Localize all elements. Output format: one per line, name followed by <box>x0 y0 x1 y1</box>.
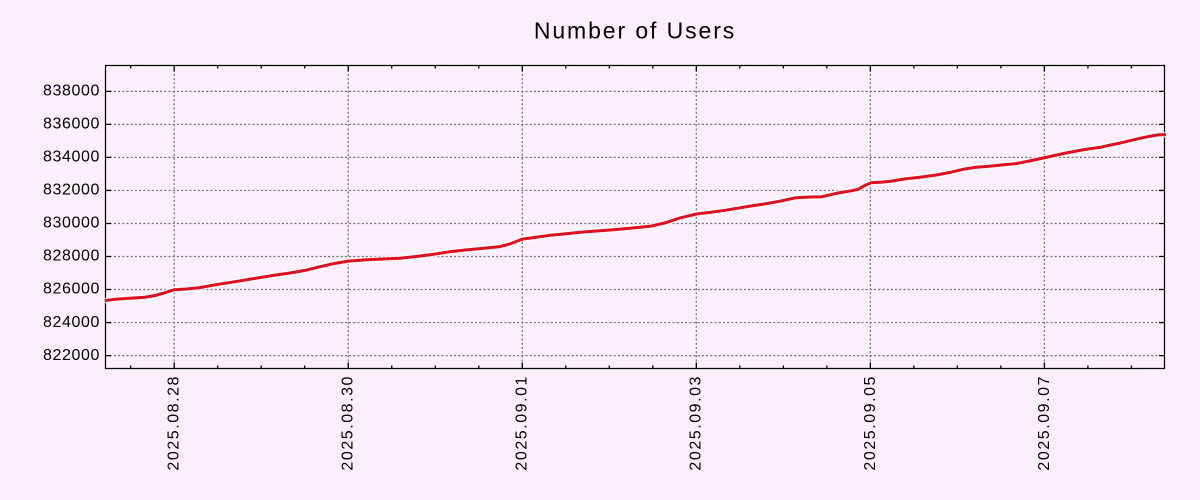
svg-text:822000: 822000 <box>43 347 100 364</box>
svg-text:836000: 836000 <box>43 116 100 133</box>
svg-text:2025.09.05: 2025.09.05 <box>862 375 879 471</box>
svg-text:Number of Users: Number of Users <box>534 17 736 43</box>
svg-text:832000: 832000 <box>43 182 100 199</box>
svg-text:2025.09.01: 2025.09.01 <box>514 375 531 471</box>
svg-text:824000: 824000 <box>43 314 100 331</box>
svg-text:838000: 838000 <box>43 83 100 100</box>
svg-text:2025.08.30: 2025.08.30 <box>340 375 357 471</box>
svg-text:834000: 834000 <box>43 149 100 166</box>
svg-text:826000: 826000 <box>43 281 100 298</box>
svg-text:830000: 830000 <box>43 215 100 232</box>
svg-text:2025.09.03: 2025.09.03 <box>688 375 705 471</box>
svg-text:2025.08.28: 2025.08.28 <box>166 375 183 471</box>
svg-text:828000: 828000 <box>43 248 100 265</box>
svg-text:2025.09.07: 2025.09.07 <box>1036 375 1053 471</box>
